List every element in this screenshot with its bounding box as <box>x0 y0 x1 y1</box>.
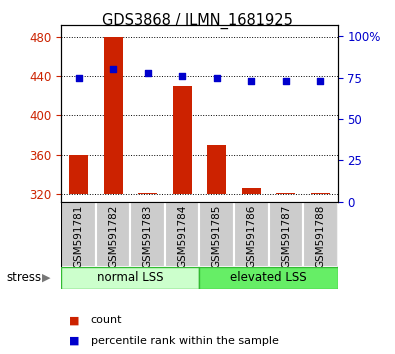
Point <box>75 75 82 81</box>
Text: GSM591786: GSM591786 <box>246 204 256 268</box>
Text: normal LSS: normal LSS <box>97 271 164 284</box>
Bar <box>207 145 226 194</box>
Text: GSM591784: GSM591784 <box>177 204 187 268</box>
Point <box>214 75 220 81</box>
Bar <box>199 267 338 289</box>
Point <box>283 78 289 84</box>
Text: percentile rank within the sample: percentile rank within the sample <box>91 336 279 346</box>
Text: GSM591788: GSM591788 <box>316 204 325 268</box>
Bar <box>165 202 199 267</box>
Bar <box>130 202 165 267</box>
Point <box>248 78 254 84</box>
Point <box>145 70 151 76</box>
Bar <box>61 267 199 289</box>
Text: GSM591785: GSM591785 <box>212 204 222 268</box>
Text: elevated LSS: elevated LSS <box>230 271 307 284</box>
Bar <box>103 36 122 194</box>
Bar <box>311 193 330 194</box>
Bar <box>234 202 269 267</box>
Text: ▶: ▶ <box>42 273 51 282</box>
Point <box>179 73 185 79</box>
Bar <box>276 193 295 194</box>
Bar <box>69 155 88 194</box>
Text: ■: ■ <box>69 315 80 325</box>
Text: ■: ■ <box>69 336 80 346</box>
Bar <box>303 202 338 267</box>
Bar <box>61 202 96 267</box>
Bar <box>138 193 157 194</box>
Bar <box>96 202 130 267</box>
Text: GSM591783: GSM591783 <box>143 204 152 268</box>
Text: GDS3868 / ILMN_1681925: GDS3868 / ILMN_1681925 <box>102 12 293 29</box>
Bar <box>199 202 234 267</box>
Text: GSM591787: GSM591787 <box>281 204 291 268</box>
Bar <box>242 188 261 194</box>
Point <box>110 67 116 72</box>
Text: GSM591782: GSM591782 <box>108 204 118 268</box>
Bar <box>269 202 303 267</box>
Text: GSM591781: GSM591781 <box>73 204 83 268</box>
Point <box>317 78 324 84</box>
Text: count: count <box>91 315 122 325</box>
Text: stress: stress <box>6 271 41 284</box>
Bar <box>173 86 192 194</box>
